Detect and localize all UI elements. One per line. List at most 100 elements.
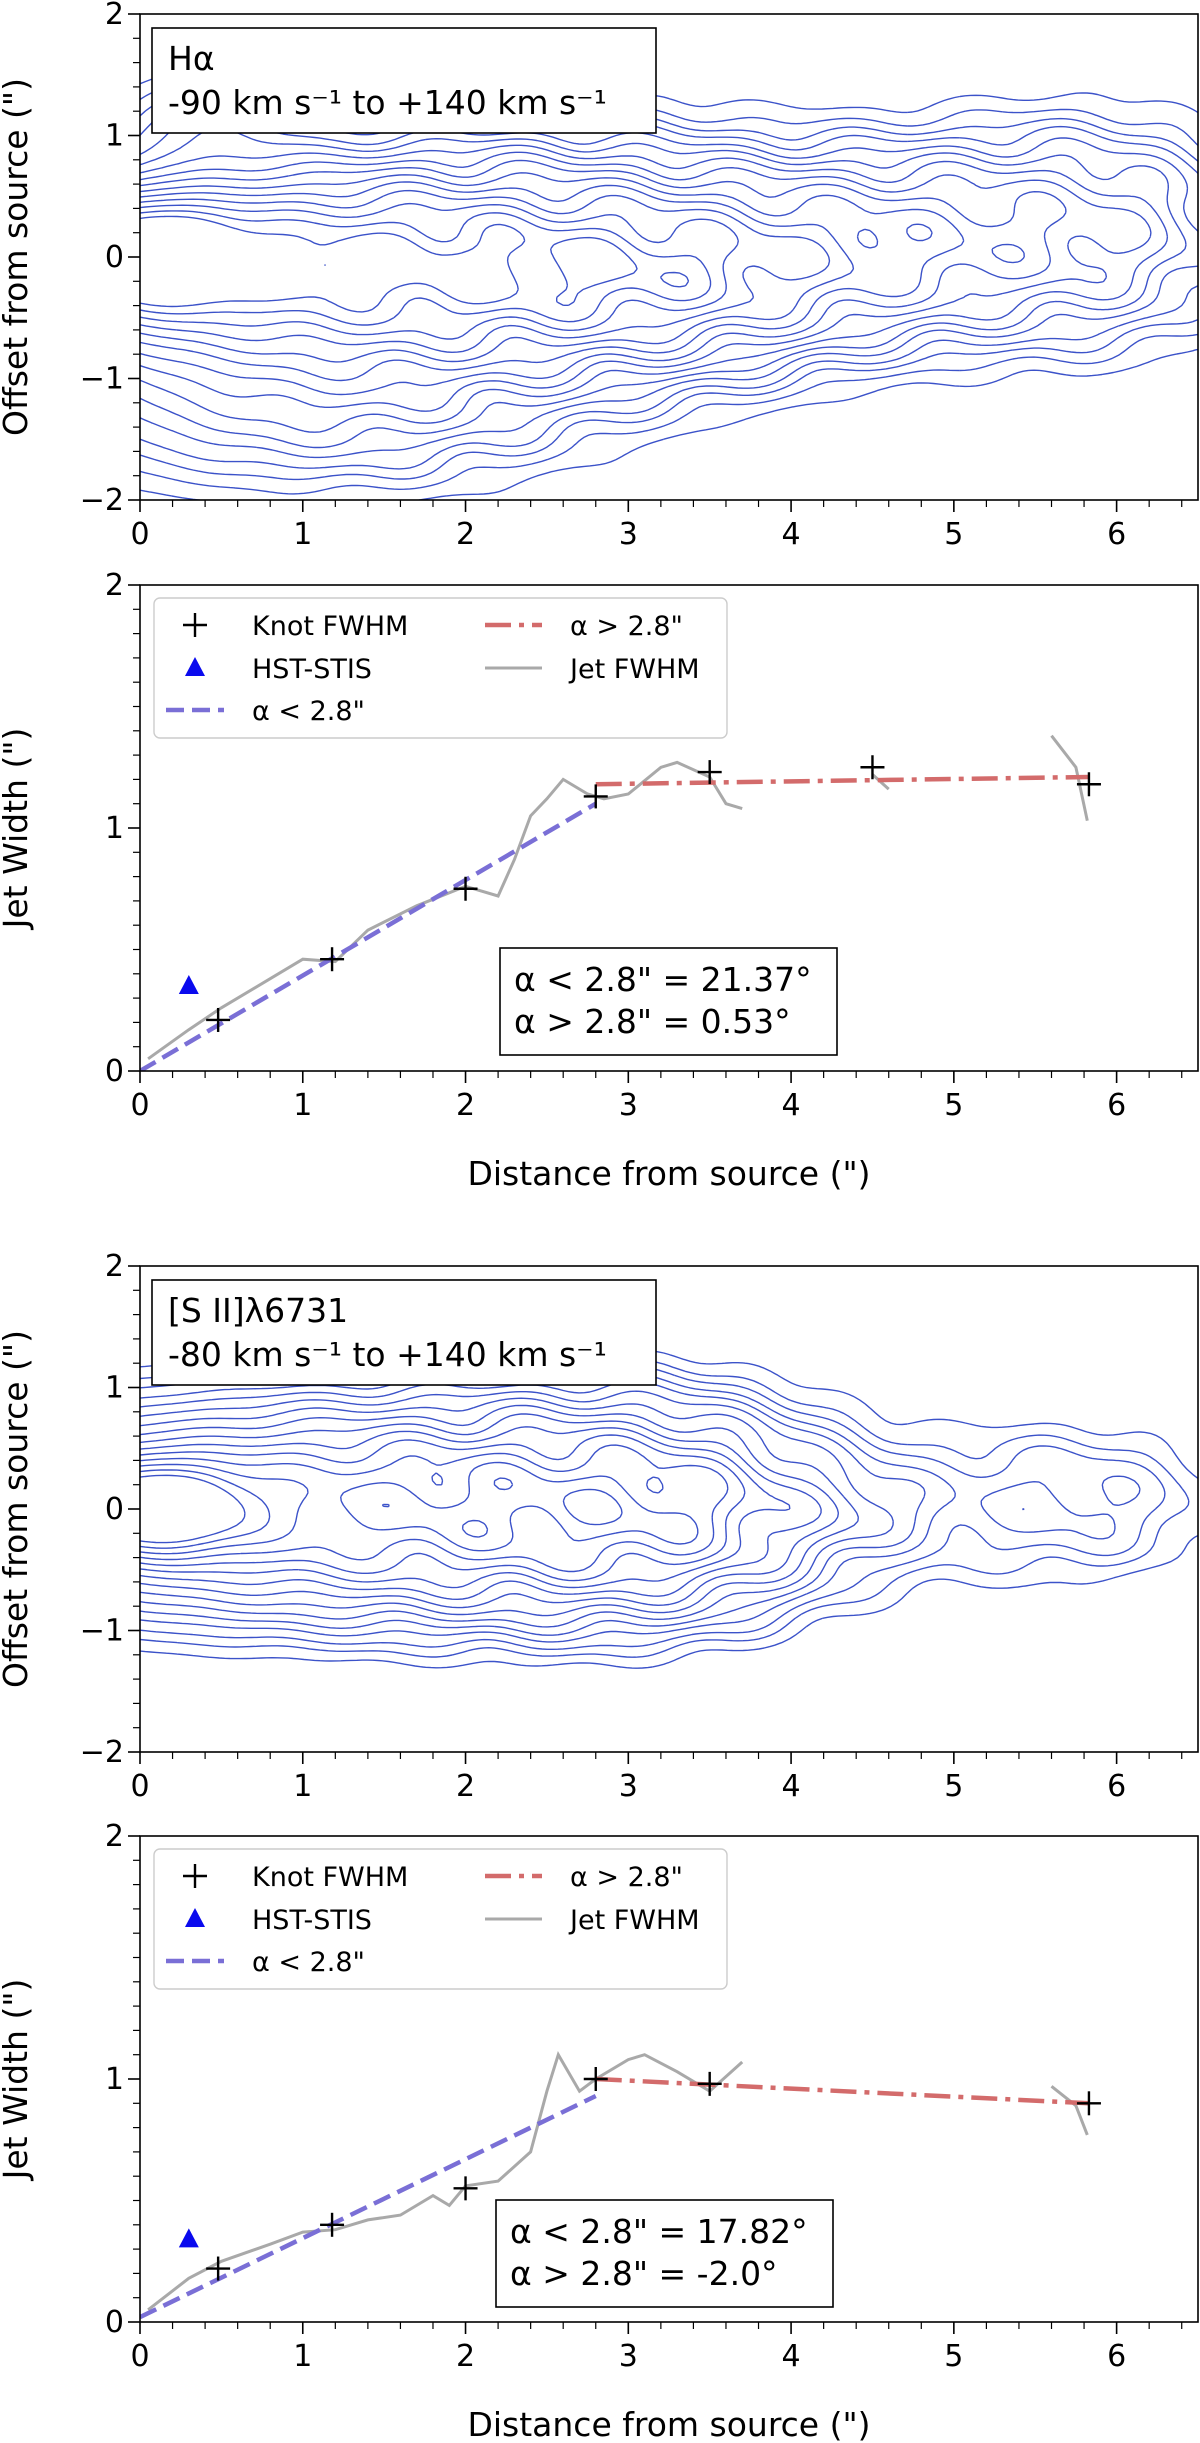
knot-fwhm-marker (1076, 772, 1101, 797)
jet-fwhm-line (1050, 734, 1089, 822)
ha-map-ticks: 0 1 2 3 4 5 6 −2 −1 0 1 2 (80, 0, 1183, 552)
hst-stis-marker (178, 2228, 199, 2248)
contour-level (140, 181, 933, 363)
x-tick-label: 1 (293, 517, 312, 552)
x-tick-label: 4 (782, 1769, 801, 1804)
contour-level (140, 144, 1169, 433)
sii-legend: Knot FWHM HST-STIS α < 2.8" α > 2.8" Jet FWH… (153, 1848, 728, 1990)
ha-legend: Knot FWHM HST-STIS α < 2.8" α > 2.8" Jet FWH… (153, 597, 728, 739)
x-tick-label: 0 (130, 517, 149, 552)
legend-hst-label: HST-STIS (252, 1905, 372, 1936)
x-tick-label: 4 (782, 517, 801, 552)
legend-knot-label: Knot FWHM (252, 611, 408, 642)
sii-result-inner: α < 2.8" = 17.82° (510, 2212, 808, 2251)
x-tick-label: 0 (130, 1088, 149, 1123)
ha-width-data (140, 734, 1101, 1071)
x-tick-label: 2 (456, 1769, 475, 1804)
y-tick-label: 1 (105, 811, 124, 846)
y-tick-label: 0 (105, 240, 124, 275)
knot-fwhm-marker (453, 876, 478, 901)
contour-level (140, 1390, 894, 1628)
jet-fwhm-line (1050, 2085, 1089, 2136)
y-tick-label: −1 (80, 362, 124, 397)
contour-level (140, 1404, 839, 1609)
y-tick-label: 2 (105, 568, 124, 603)
jet-fwhm-line (147, 760, 743, 1061)
contour-level (140, 172, 1025, 382)
x-tick-label: 1 (293, 1769, 312, 1804)
ha-result-outer: α > 2.8" = 0.53° (514, 1002, 791, 1041)
knot-fwhm-marker (697, 760, 722, 785)
knot-fwhm-marker (320, 947, 345, 972)
panel-sii-width: 0 1 2 3 4 5 6 0 1 2 Knot FWHM HST-STIS α < 2.8" α > … (0, 1819, 1199, 2443)
sii-width-data (140, 2050, 1101, 2320)
contour-level (140, 159, 1067, 396)
fit-outer-line (595, 2076, 1090, 2106)
legend-knot-label: Knot FWHM (252, 1862, 408, 1893)
ha-result-inner: α < 2.8" = 21.37° (514, 960, 812, 999)
panel-ha-width: 0 1 2 3 4 5 6 0 1 2 Knot FWHM HST-STIS α < 2.8" α > … (0, 568, 1199, 1193)
contour-level (140, 210, 712, 326)
sii-map-ticks: 0 1 2 3 4 5 6 −2 −1 0 1 2 (80, 1249, 1183, 1804)
x-tick-label: 2 (456, 517, 475, 552)
x-tick-label: 2 (456, 1088, 475, 1123)
sii-width-ylabel: Jet Width (") (0, 1979, 35, 2182)
legend-frame (153, 1848, 728, 1990)
y-tick-label: 0 (105, 1492, 124, 1527)
contour-level (140, 1461, 699, 1555)
x-tick-label: 0 (130, 1769, 149, 1804)
ha-line-label: Hα (168, 39, 215, 78)
x-tick-label: 3 (619, 1088, 638, 1123)
x-tick-label: 1 (293, 1088, 312, 1123)
contour-level (140, 1426, 791, 1589)
sii-contours (140, 1342, 1198, 1669)
knot-fwhm-marker (1076, 2091, 1101, 2116)
y-tick-label: 0 (105, 1054, 124, 1089)
legend-jet-fwhm-label: Jet FWHM (568, 654, 700, 685)
contour-level (140, 1434, 746, 1582)
sii-result-outer: α > 2.8" = -2.0° (510, 2254, 778, 2293)
x-tick-label: 5 (944, 1088, 963, 1123)
fit-inner-line (140, 801, 597, 1071)
x-tick-label: 6 (1107, 2339, 1126, 2374)
contour-level (140, 111, 1198, 459)
knot-fwhm-marker (583, 784, 608, 809)
contour-level (140, 1474, 246, 1544)
fit-outer-line (595, 774, 1089, 787)
legend-fit-outer-label: α > 2.8" (570, 611, 683, 642)
ha-label-box: Hα -90 km s⁻¹ to +140 km s⁻¹ (151, 27, 657, 134)
legend-fit-inner-label: α < 2.8" (252, 1947, 365, 1978)
knot-fwhm-marker (453, 2176, 478, 2201)
contour-level (140, 127, 1187, 449)
y-tick-label: 1 (105, 1371, 124, 1406)
y-tick-label: 2 (105, 1249, 124, 1284)
contour-level (140, 189, 831, 353)
ha-width-xlabel: Distance from source (") (467, 1154, 870, 1193)
x-tick-label: 6 (1107, 1769, 1126, 1804)
x-tick-label: 5 (944, 1769, 963, 1804)
contour-level (140, 1380, 1025, 1636)
x-tick-label: 2 (456, 2339, 475, 2374)
contour-level (140, 1397, 859, 1617)
x-tick-label: 6 (1107, 517, 1126, 552)
contour-level (140, 1469, 623, 1549)
panel-sii-map: 0 1 2 3 4 5 6 −2 −1 0 1 2 [S II]λ6731 -80 km s⁻¹ to… (0, 1249, 1199, 1804)
knot-fwhm-marker (320, 2212, 345, 2237)
knot-fwhm-marker (697, 2071, 722, 2096)
x-tick-label: 4 (782, 2339, 801, 2374)
contour-level (140, 1444, 729, 1573)
fit-inner-line (140, 2093, 597, 2320)
y-tick-label: −1 (80, 1614, 124, 1649)
x-tick-label: 3 (619, 1769, 638, 1804)
x-tick-label: 4 (782, 1088, 801, 1123)
knot-fwhm-marker (583, 2067, 608, 2091)
sii-width-ticks: 0 1 2 3 4 5 6 0 1 2 (105, 1819, 1183, 2374)
sii-map-ylabel: Offset from source (") (0, 1330, 35, 1688)
x-tick-label: 6 (1107, 1088, 1126, 1123)
jet-fwhm-line (147, 2050, 744, 2311)
sii-label-box: [S II]λ6731 -80 km s⁻¹ to +140 km s⁻¹ (151, 1279, 657, 1386)
contour-level (140, 215, 690, 313)
x-tick-label: 3 (619, 517, 638, 552)
y-tick-label: 2 (105, 0, 124, 32)
